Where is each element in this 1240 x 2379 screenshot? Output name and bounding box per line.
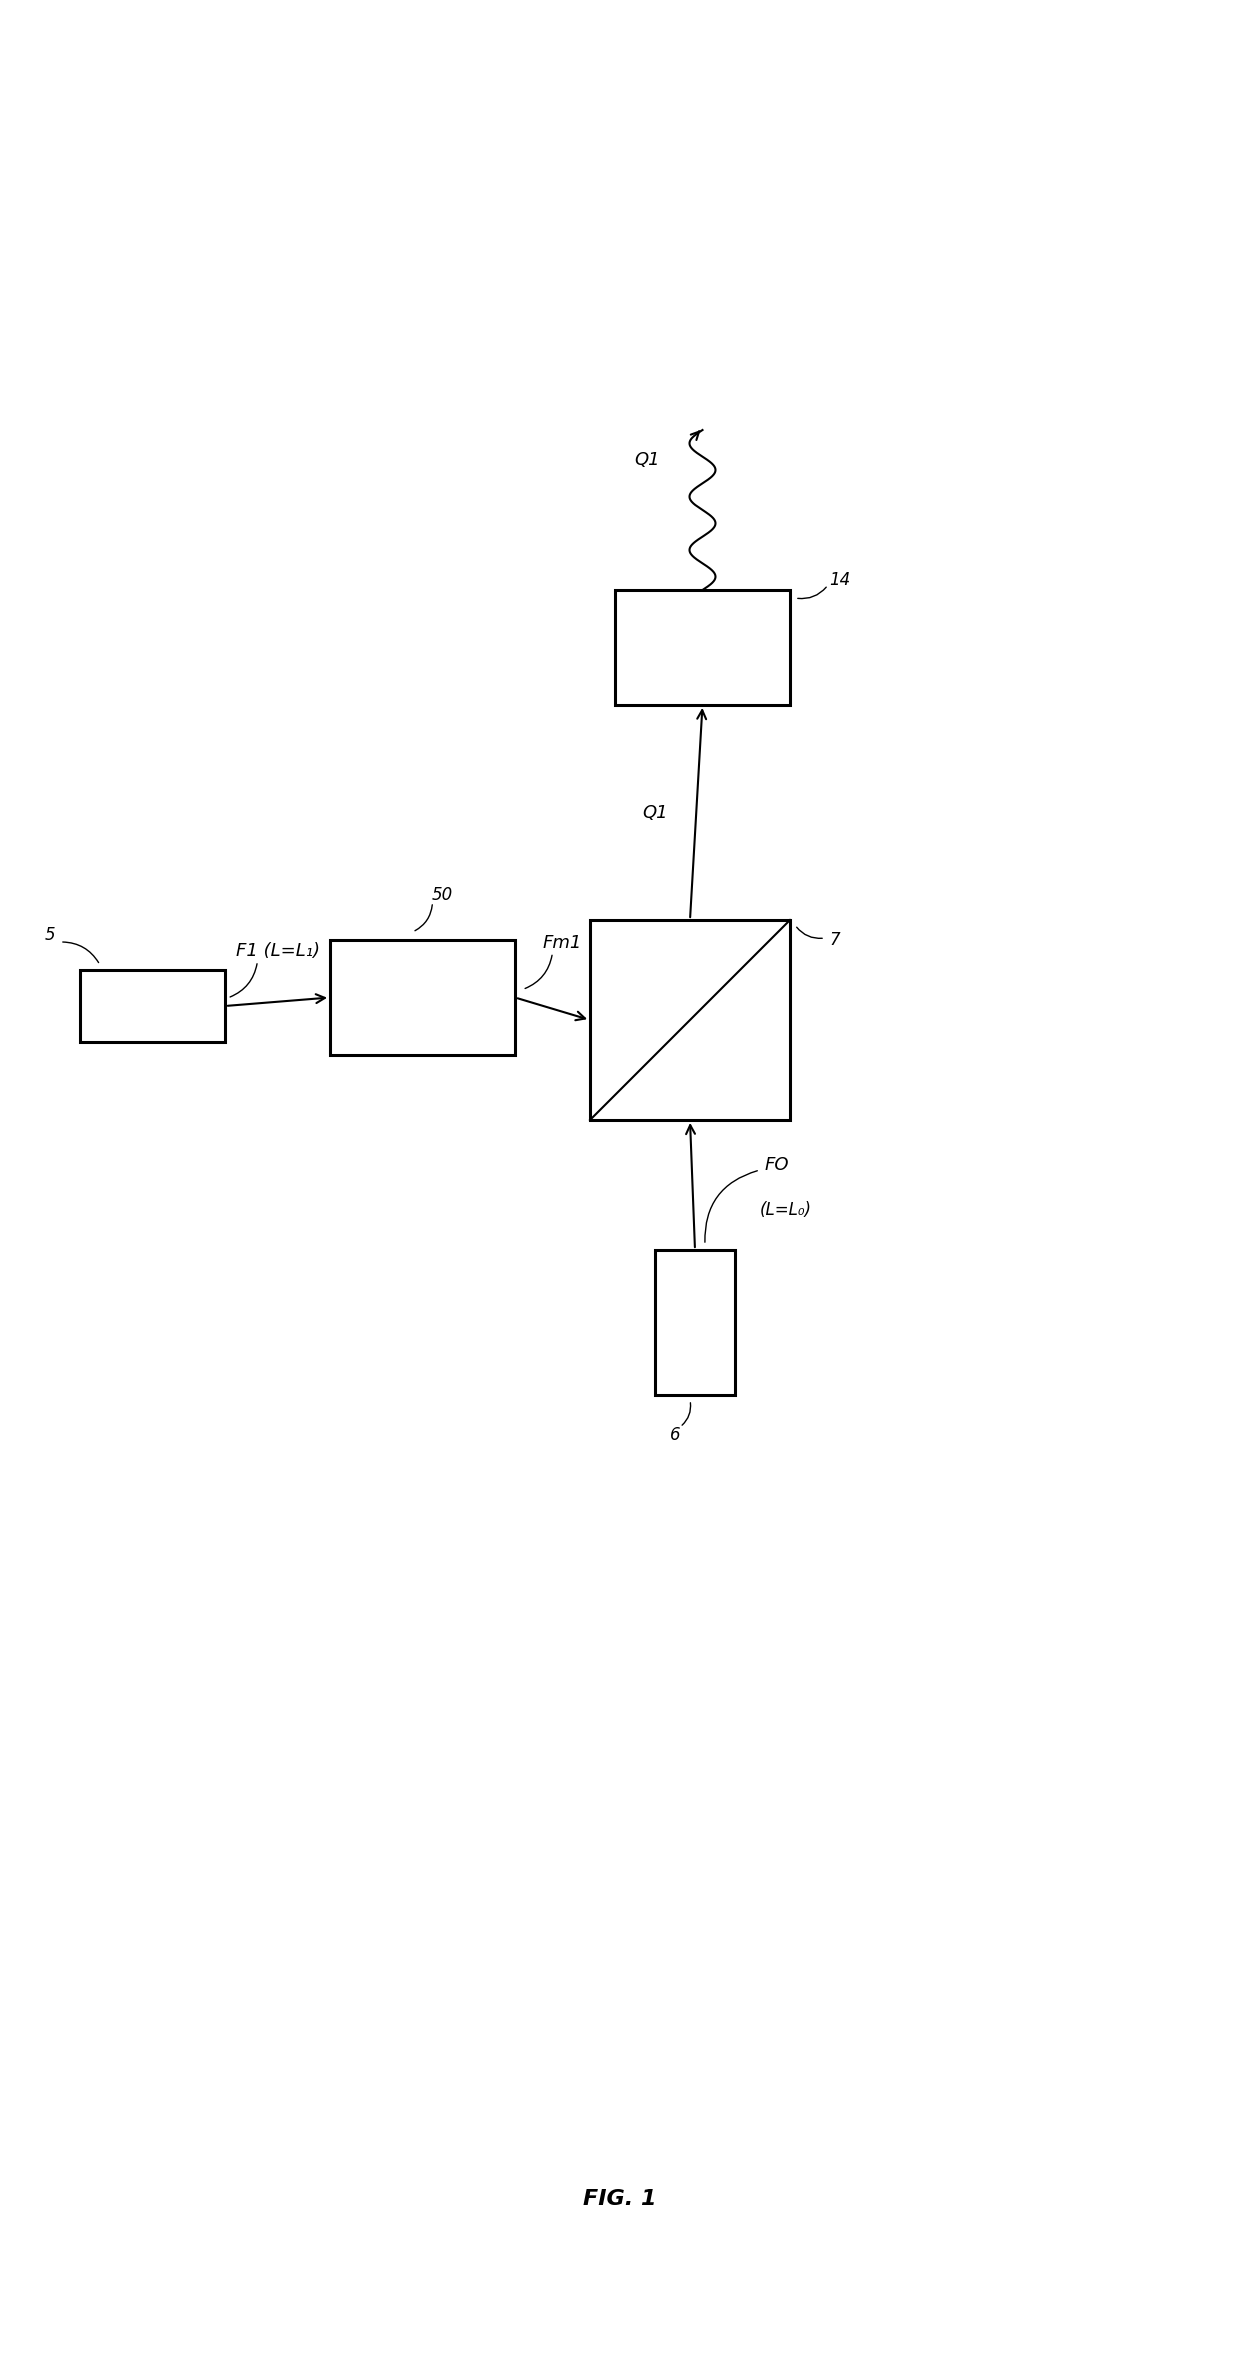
Bar	[655, 1249, 735, 1394]
Text: FIG. 1: FIG. 1	[583, 2189, 657, 2210]
Bar	[615, 590, 790, 704]
Text: FO: FO	[765, 1156, 790, 1173]
Text: (L=L₀): (L=L₀)	[760, 1201, 812, 1218]
Text: 14: 14	[830, 571, 851, 590]
Text: Q1: Q1	[642, 804, 668, 821]
Bar	[81, 971, 224, 1042]
Text: 6: 6	[670, 1425, 681, 1444]
Text: Fm1: Fm1	[543, 933, 583, 952]
Text: Q1: Q1	[635, 452, 661, 469]
Text: F1 (L=L₁): F1 (L=L₁)	[236, 942, 320, 961]
Text: 7: 7	[830, 930, 841, 949]
Bar	[590, 921, 790, 1121]
Bar	[330, 940, 515, 1054]
Text: 5: 5	[45, 925, 56, 944]
Text: 50: 50	[432, 885, 453, 904]
